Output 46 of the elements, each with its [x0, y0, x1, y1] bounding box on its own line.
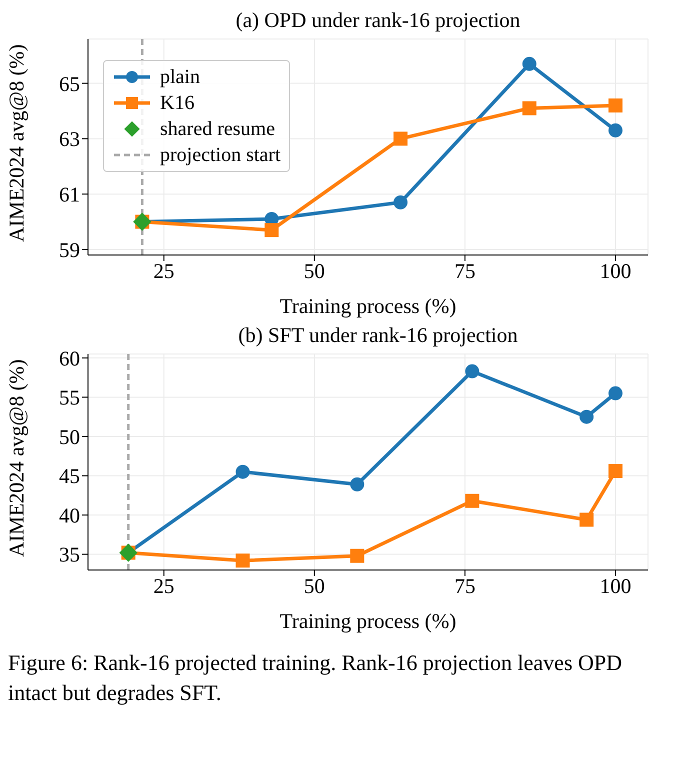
x-tick-label: 25: [153, 574, 174, 598]
x-tick-label: 100: [600, 258, 632, 283]
x-tick-label: 75: [454, 258, 476, 283]
point: [264, 223, 279, 238]
x-tick-label: 50: [304, 574, 325, 598]
point: [522, 101, 536, 116]
y-axis-title: AIME2024 avg@8 (%): [4, 359, 28, 557]
y-tick-label: 40: [59, 503, 80, 528]
x-tick-label: 25: [153, 258, 174, 283]
x-axis-title: Training process (%): [280, 609, 456, 633]
y-tick-label: 45: [59, 464, 80, 488]
point: [580, 512, 594, 527]
point: [608, 98, 622, 112]
x-axis-title: Training process (%): [280, 294, 456, 318]
point: [236, 464, 250, 479]
y-tick-label: 59: [59, 238, 80, 262]
point: [350, 548, 364, 563]
point: [580, 410, 594, 424]
point: [608, 123, 622, 138]
y-tick-label: 61: [59, 182, 80, 207]
x-tick-label: 50: [304, 258, 325, 283]
point: [465, 494, 480, 508]
chart-title: (b) SFT under rank-16 projection: [237, 323, 519, 348]
x-tick-label: 100: [600, 574, 632, 598]
y-tick-label: 50: [59, 424, 80, 449]
legend-label: K16: [160, 92, 194, 114]
point: [350, 477, 364, 492]
y-tick-label: 60: [59, 346, 80, 370]
caption: Figure 6: Rank-16 projected training. Rank-16 projection leaves OPD intact but degrades SFT.: [8, 649, 624, 707]
y-tick-label: 55: [59, 386, 80, 410]
x-tick-label: 75: [454, 574, 476, 598]
point: [608, 386, 622, 400]
y-axis-title: AIME2024 avg@8 (%): [4, 44, 28, 242]
legend-label: shared resume: [160, 118, 275, 140]
point: [608, 464, 622, 478]
ref-line-label: projection start: [160, 144, 281, 166]
legend-label: plain: [160, 66, 200, 88]
y-tick-label: 63: [59, 127, 80, 152]
y-tick-label: 35: [59, 542, 80, 567]
point: [522, 56, 536, 71]
point: [465, 364, 480, 378]
point: [236, 554, 250, 568]
y-tick-label: 65: [59, 72, 80, 96]
point: [394, 132, 408, 146]
point: [394, 195, 408, 210]
chart-title: (a) OPD under rank-16 projection: [234, 8, 522, 33]
